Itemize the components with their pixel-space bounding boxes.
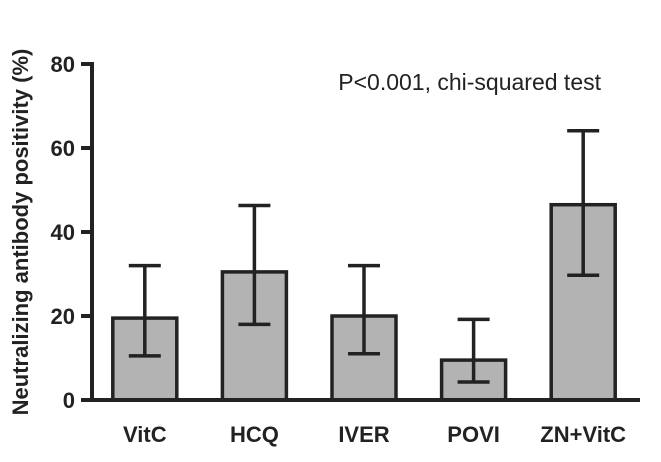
y-axis-label: Neutralizing antibody positivity (%) bbox=[8, 49, 33, 416]
y-axis: 0 20 40 60 80 bbox=[51, 52, 94, 413]
x-axis: VitC HCQ IVER POVI ZN+VitC bbox=[90, 398, 640, 447]
y-tick-label: 0 bbox=[63, 388, 75, 413]
error-bars-group bbox=[128, 129, 600, 384]
y-tick-label: 40 bbox=[51, 220, 75, 245]
x-tick-label: VitC bbox=[123, 422, 167, 447]
x-tick-label: IVER bbox=[338, 422, 389, 447]
x-tick-label: POVI bbox=[447, 422, 500, 447]
y-tick-label: 80 bbox=[51, 52, 75, 77]
y-tick-label: 60 bbox=[51, 136, 75, 161]
y-tick-label: 20 bbox=[51, 304, 75, 329]
x-tick-label: HCQ bbox=[230, 422, 279, 447]
stat-annotation: P<0.001, chi-squared test bbox=[338, 69, 601, 95]
x-tick-label: ZN+VitC bbox=[540, 422, 626, 447]
